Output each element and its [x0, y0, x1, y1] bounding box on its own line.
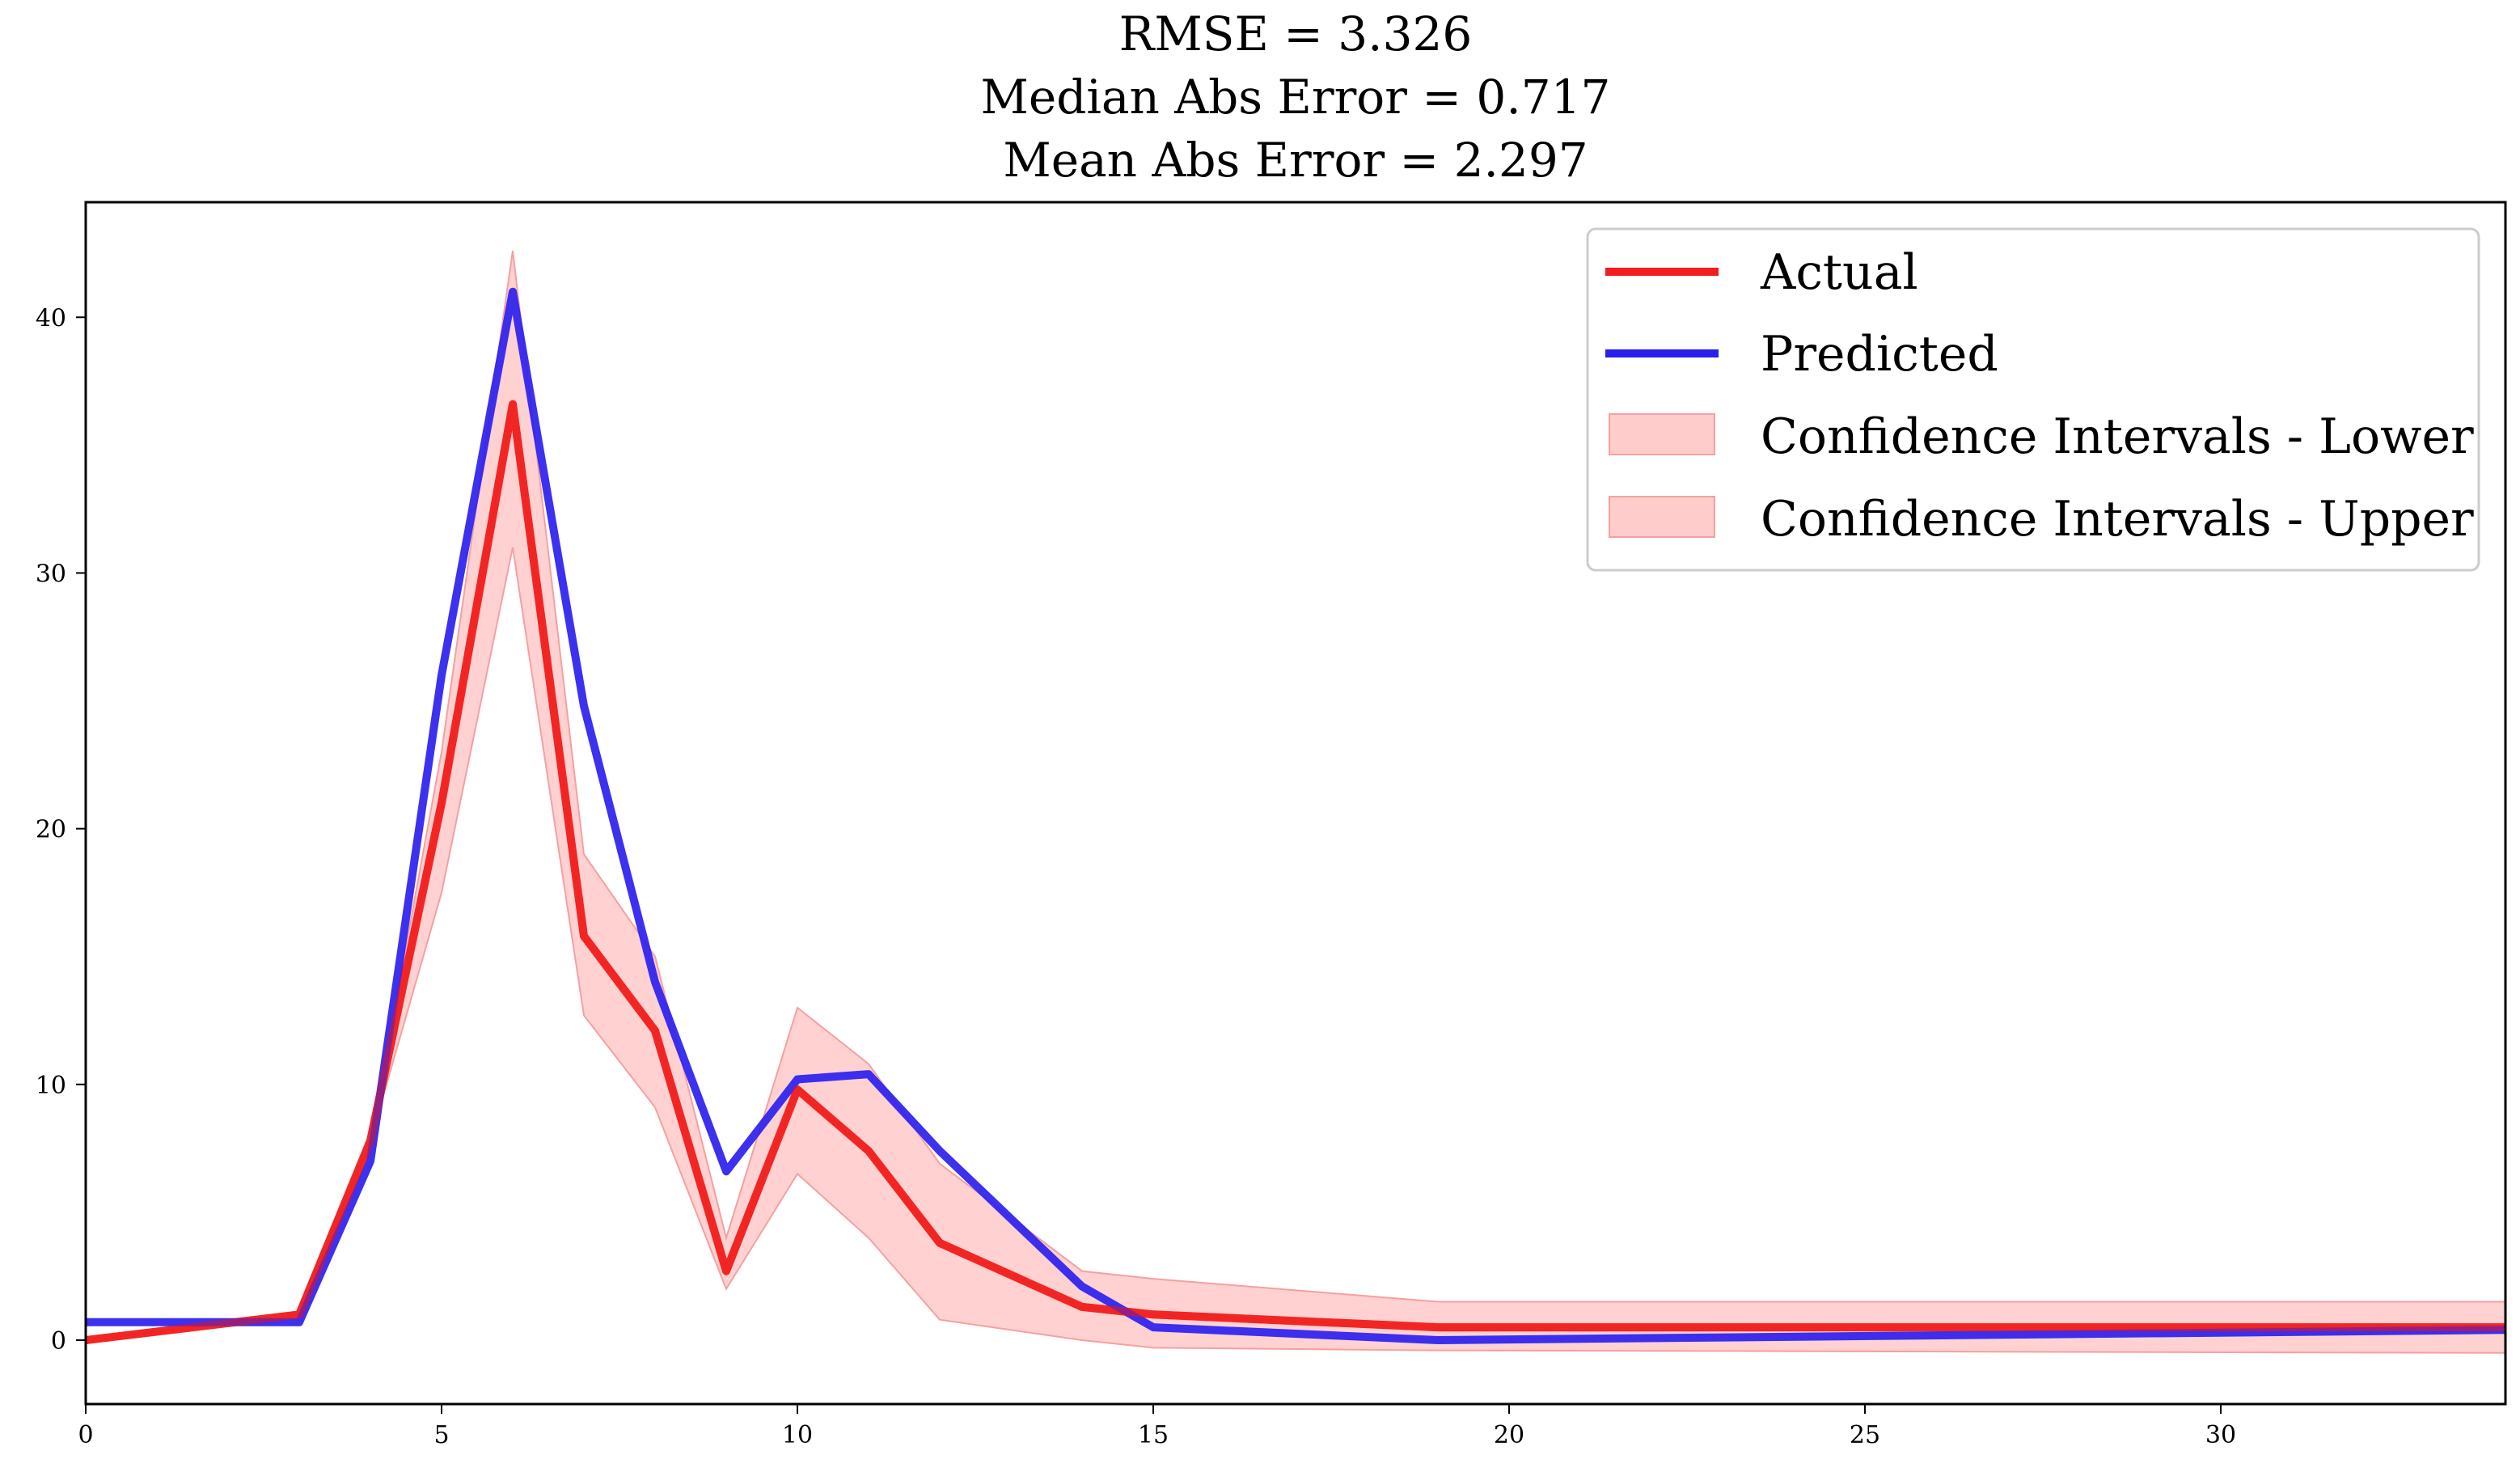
y-tick-label: 40 — [36, 304, 66, 332]
y-tick-label: 20 — [36, 816, 66, 844]
x-tick-label: 15 — [1138, 1421, 1169, 1449]
title-line-3: Mean Abs Error = 2.297 — [1003, 133, 1588, 188]
x-tick-label: 0 — [78, 1421, 93, 1449]
x-tick-label: 30 — [2205, 1421, 2236, 1449]
legend-swatch-ci-lower — [1609, 413, 1715, 455]
legend-label-ci-upper: Confidence Intervals - Upper — [1761, 491, 2474, 548]
chart-title: RMSE = 3.326 Median Abs Error = 0.717 Me… — [981, 6, 1611, 188]
y-tick-label: 0 — [51, 1327, 66, 1356]
plot-area — [86, 250, 2505, 1354]
legend-frame — [1586, 227, 2480, 572]
y-tick-label: 30 — [36, 560, 66, 588]
y-tick-label: 10 — [36, 1072, 66, 1100]
legend-label-ci-lower: Confidence Intervals - Lower — [1761, 408, 2474, 465]
title-line-1: RMSE = 3.326 — [1119, 6, 1473, 61]
legend-swatch-ci-upper — [1609, 496, 1715, 538]
legend-label-actual: Actual — [1760, 244, 1918, 301]
x-tick-label: 10 — [782, 1421, 813, 1449]
x-tick-label: 5 — [433, 1421, 449, 1449]
title-line-2: Median Abs Error = 0.717 — [981, 70, 1611, 125]
x-tick-label: 25 — [1850, 1421, 1880, 1449]
legend: Actual Predicted Confidence Intervals - … — [1586, 227, 2480, 572]
x-tick-label: 20 — [1494, 1421, 1524, 1449]
actual-line-overlay — [86, 400, 2505, 1344]
legend-label-predicted: Predicted — [1761, 326, 1998, 383]
axes-frame — [84, 201, 2507, 1406]
axis-ticks: 0 5 10 15 20 25 30 0 10 20 30 40 — [36, 304, 2236, 1449]
